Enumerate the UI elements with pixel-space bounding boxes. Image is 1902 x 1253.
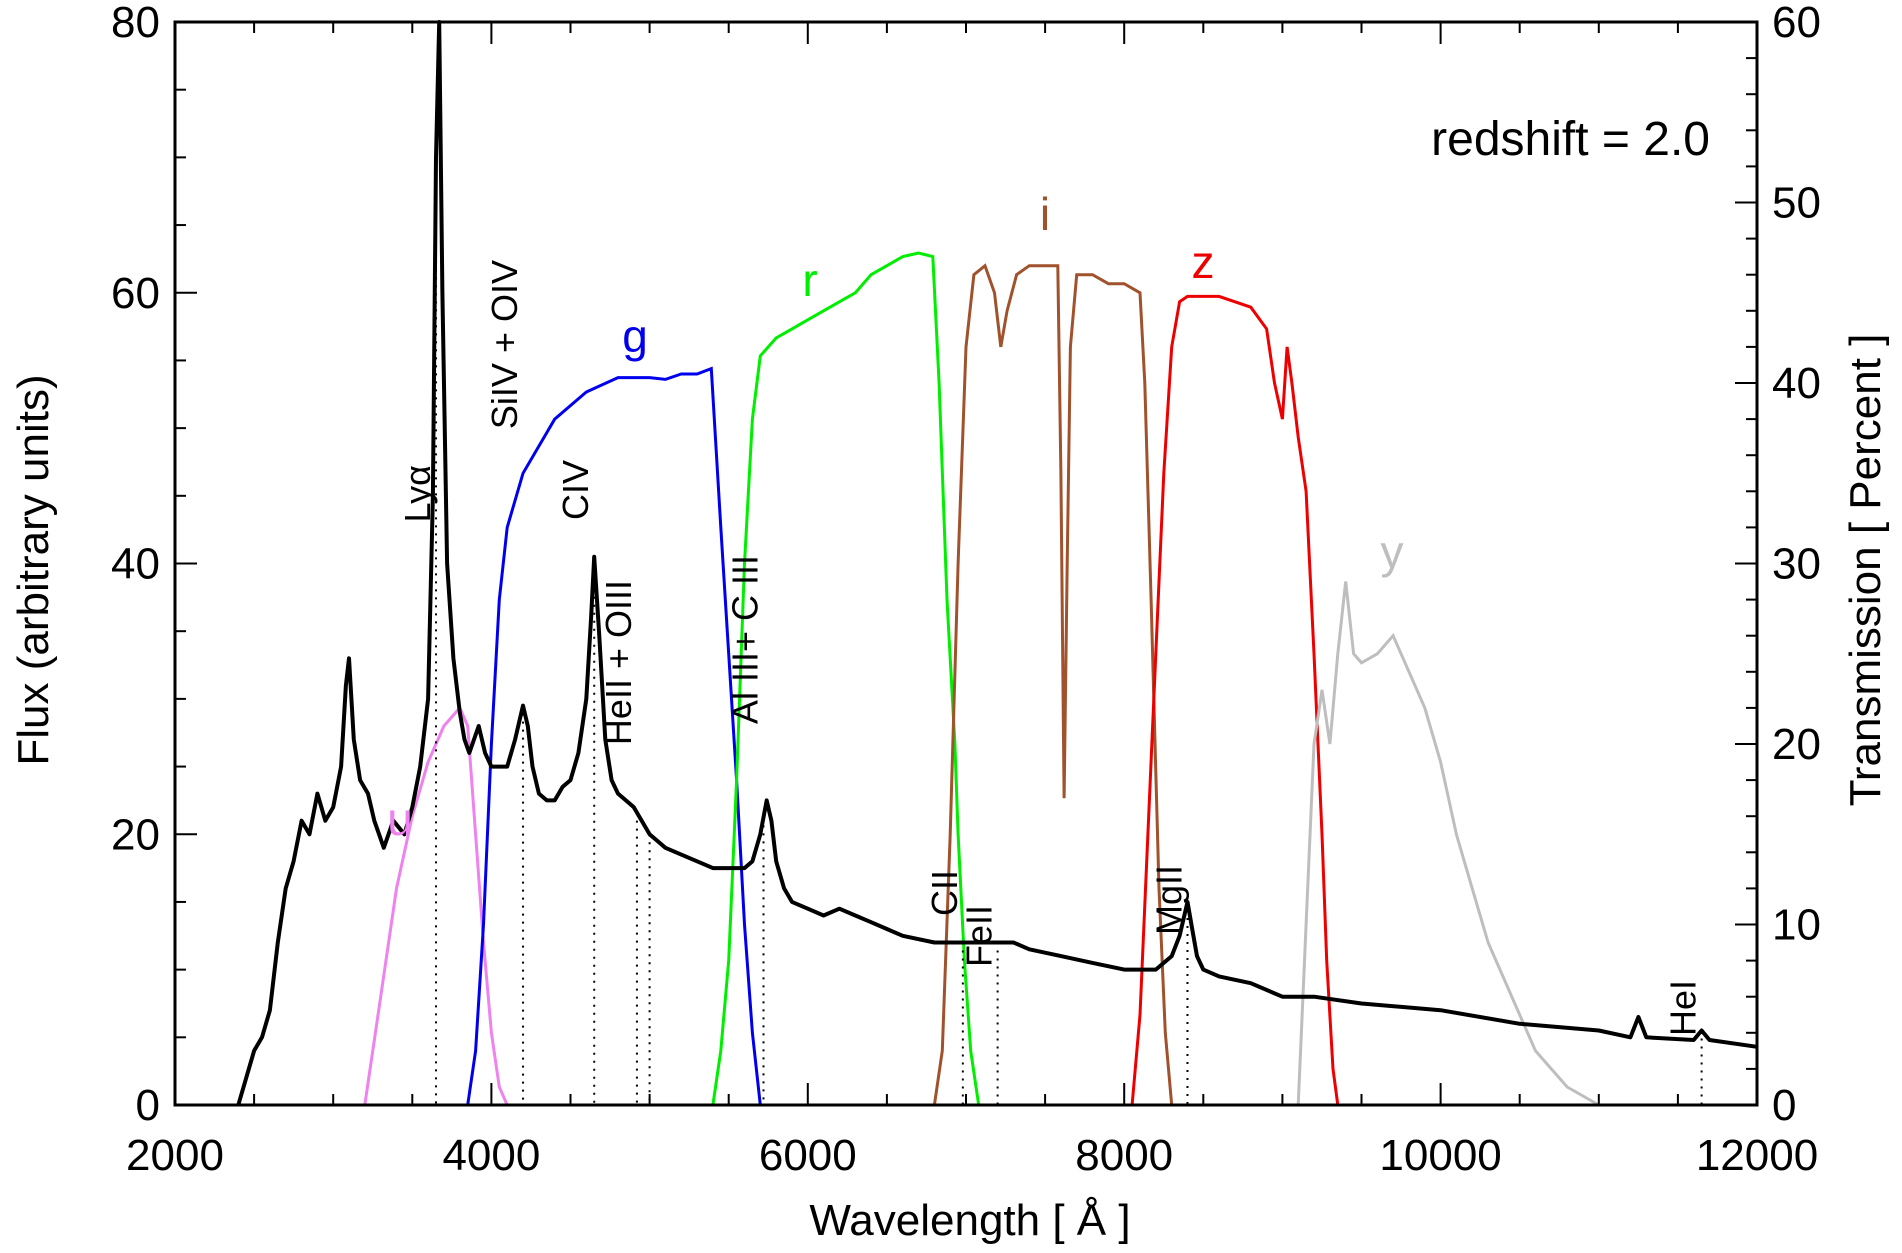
y-tick-label: 80 xyxy=(111,0,160,47)
x-tick-label: 8000 xyxy=(1075,1131,1173,1180)
filter-label-g: g xyxy=(622,310,648,362)
x-tick-label: 10000 xyxy=(1379,1131,1501,1180)
filter-label-u: u xyxy=(387,793,413,845)
emission-line-label: HeI xyxy=(1663,980,1704,1036)
emission-lines-layer xyxy=(435,157,1703,1105)
filter-label-y: y xyxy=(1381,526,1404,578)
x-tick-label: 12000 xyxy=(1696,1131,1818,1180)
x-tick-label: 4000 xyxy=(442,1131,540,1180)
y2-tick-label: 50 xyxy=(1772,179,1821,228)
filter-curve-g xyxy=(466,366,762,1106)
emission-line-label: CIV xyxy=(555,460,596,520)
redshift-annotation: redshift = 2.0 xyxy=(1431,113,1710,166)
y2-tick-label: 10 xyxy=(1772,901,1821,950)
filter-label-z: z xyxy=(1192,236,1215,288)
y2-tick-label: 40 xyxy=(1772,359,1821,408)
y2-tick-label: 60 xyxy=(1772,0,1821,47)
x-tick-label: 2000 xyxy=(126,1131,224,1180)
y2-axis-title: Transmission [ Percent ] xyxy=(1841,334,1890,807)
filter-curve-r xyxy=(711,251,981,1106)
emission-line-label: CII xyxy=(924,870,965,916)
filter-curve-z xyxy=(1130,294,1757,1107)
emission-line-label: Lyα xyxy=(397,465,438,523)
y-axis-title: Flux (arbitrary units) xyxy=(9,374,58,765)
y-tick-label: 60 xyxy=(111,269,160,318)
emission-line-label: MgII xyxy=(1148,865,1189,935)
x-axis-title: Wavelength [ Å ] xyxy=(809,1196,1130,1245)
series-layer xyxy=(236,20,1758,1107)
y2-tick-label: 0 xyxy=(1772,1081,1796,1130)
y-tick-label: 0 xyxy=(136,1081,160,1130)
emission-line-label: SiIV + OIV xyxy=(484,260,525,429)
y2-tick-label: 20 xyxy=(1772,720,1821,769)
emission-line-label: HeII + OIII xyxy=(598,580,639,745)
plot-frame xyxy=(173,20,1759,1107)
x-tick-label: 6000 xyxy=(759,1131,857,1180)
y2-tick-label: 30 xyxy=(1772,540,1821,589)
filter-label-r: r xyxy=(802,254,817,306)
y-tick-label: 40 xyxy=(111,540,160,589)
y-tick-label: 20 xyxy=(111,810,160,859)
filter-label-i: i xyxy=(1040,188,1050,240)
emission-line-label: Al III+ C III xyxy=(725,555,766,724)
filter-curve-i xyxy=(932,263,1174,1106)
labels-layer: u g r i z y Lyα SiIV + OIV CIV HeII + OIII Al III+… xyxy=(111,0,1821,1180)
spectrum-line xyxy=(236,20,1758,1106)
emission-line-label: FeII xyxy=(959,905,1000,967)
filter-curve-y xyxy=(1296,581,1600,1107)
